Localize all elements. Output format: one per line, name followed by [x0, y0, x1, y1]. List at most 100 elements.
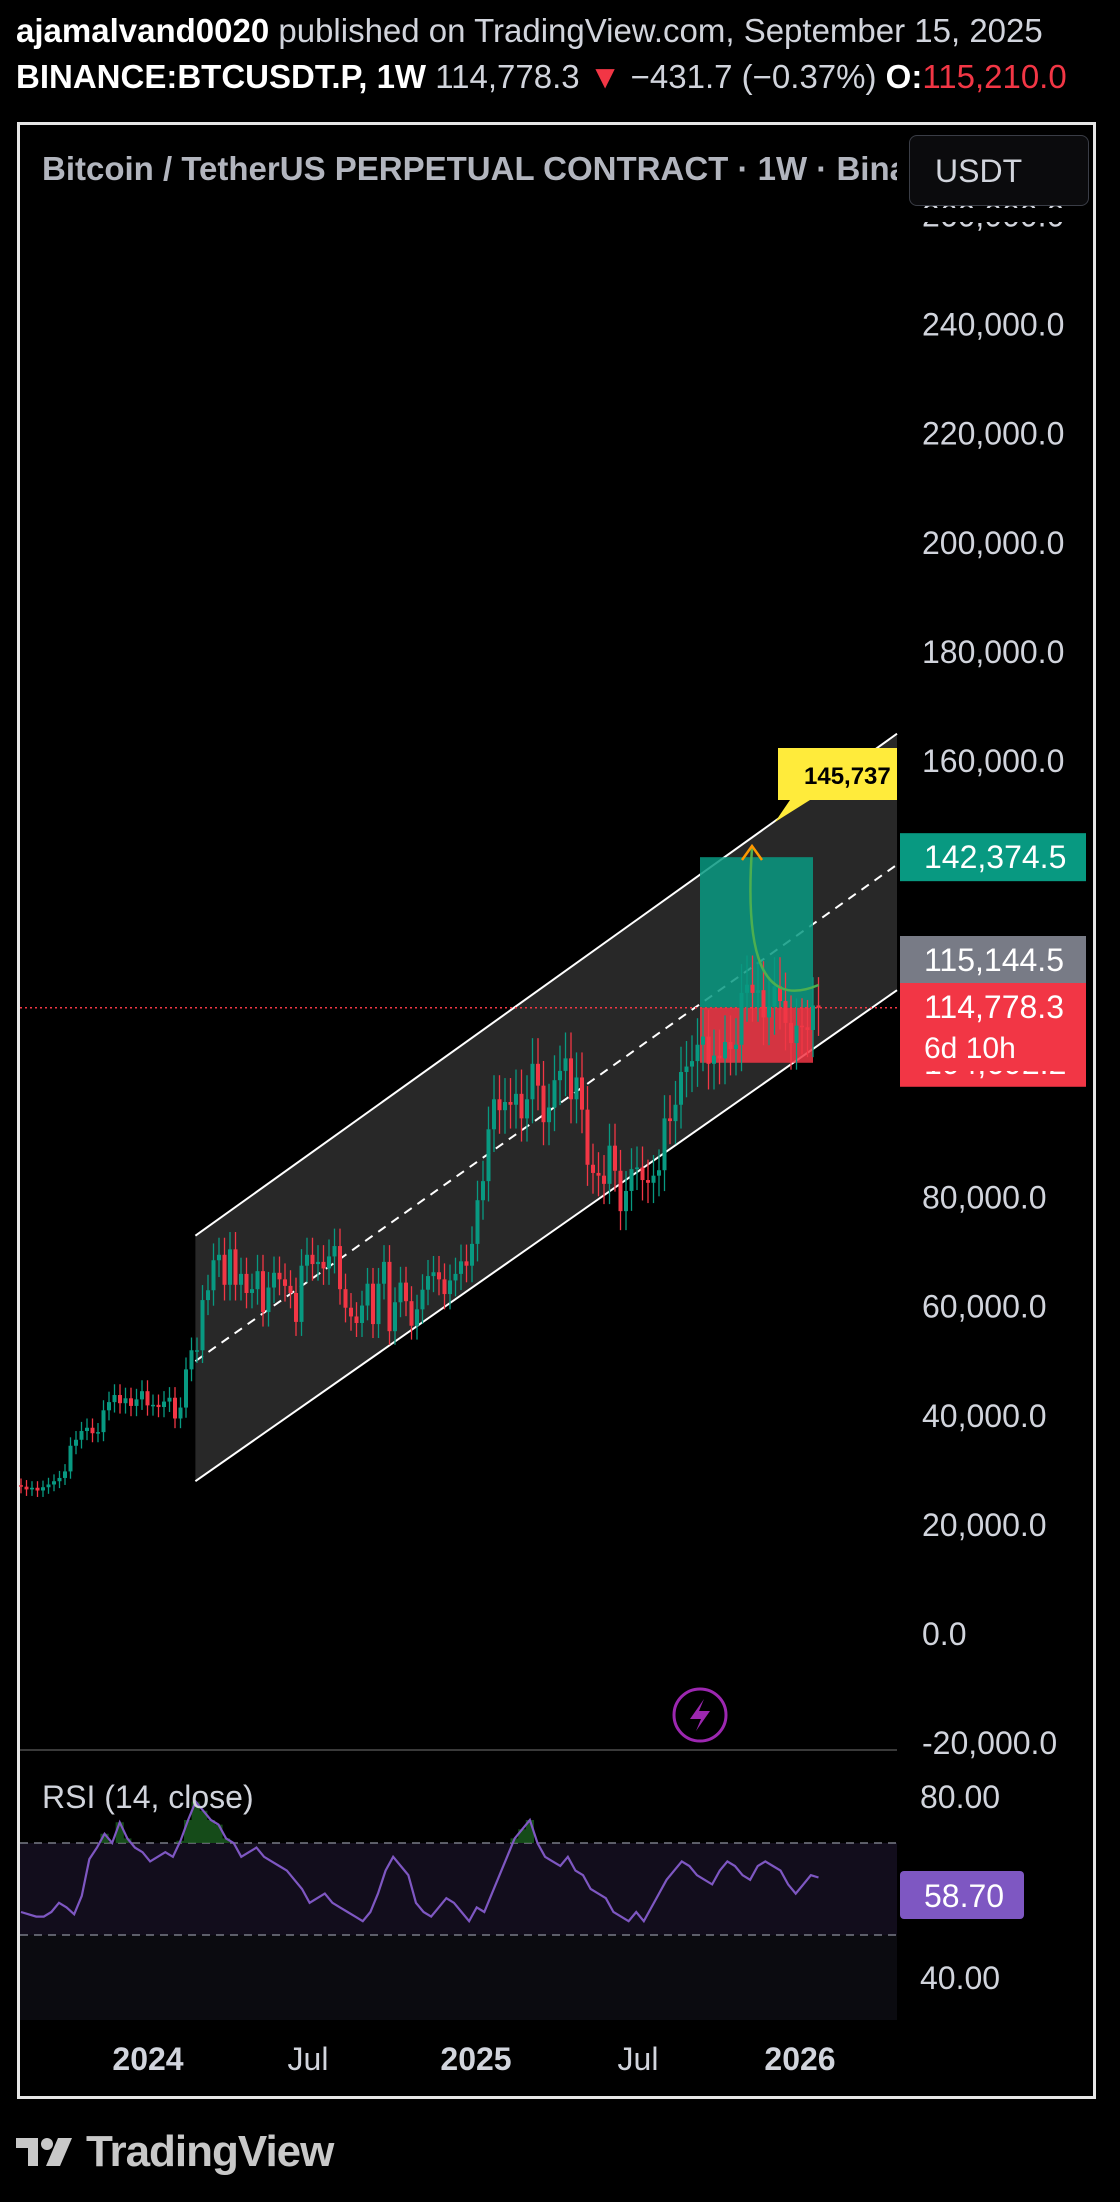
candle-body[interactable]	[338, 1246, 342, 1290]
candle-body[interactable]	[580, 1077, 584, 1110]
candle-body[interactable]	[96, 1432, 100, 1434]
candle-body[interactable]	[140, 1391, 144, 1400]
candle-body[interactable]	[415, 1309, 419, 1326]
candle-body[interactable]	[673, 1104, 678, 1122]
candle-body[interactable]	[332, 1246, 337, 1257]
candle-body[interactable]	[679, 1072, 683, 1105]
candle-body[interactable]	[277, 1272, 282, 1280]
candle-body[interactable]	[145, 1391, 150, 1406]
lightning-icon[interactable]	[672, 1687, 728, 1743]
candle-body[interactable]	[723, 1041, 727, 1059]
candle-body[interactable]	[591, 1164, 595, 1173]
candle-body[interactable]	[717, 1055, 722, 1059]
candle-body[interactable]	[52, 1481, 56, 1485]
candle-body[interactable]	[371, 1283, 375, 1325]
candle-body[interactable]	[657, 1170, 661, 1176]
candle-body[interactable]	[74, 1439, 78, 1446]
candle-body[interactable]	[662, 1118, 667, 1171]
candle-body[interactable]	[200, 1300, 205, 1351]
candle-body[interactable]	[316, 1261, 320, 1265]
candle-body[interactable]	[624, 1190, 628, 1212]
candle-body[interactable]	[745, 984, 749, 993]
candle-body[interactable]	[530, 1063, 535, 1100]
candle-body[interactable]	[525, 1099, 529, 1119]
candle-body[interactable]	[305, 1254, 309, 1266]
candle-body[interactable]	[261, 1271, 265, 1313]
candle-body[interactable]	[431, 1272, 436, 1277]
candle-body[interactable]	[244, 1273, 249, 1293]
candle-body[interactable]	[607, 1145, 612, 1184]
candle-body[interactable]	[272, 1272, 276, 1288]
candle-body[interactable]	[167, 1397, 172, 1402]
candle-body[interactable]	[206, 1290, 210, 1301]
candle-body[interactable]	[618, 1170, 623, 1212]
candle-body[interactable]	[684, 1066, 689, 1073]
candle-body[interactable]	[365, 1283, 370, 1306]
candle-body[interactable]	[470, 1243, 474, 1266]
candle-body[interactable]	[294, 1292, 298, 1322]
candle-body[interactable]	[222, 1254, 227, 1285]
candle-body[interactable]	[233, 1249, 238, 1285]
candle-body[interactable]	[778, 986, 782, 1002]
candle-body[interactable]	[255, 1271, 260, 1290]
candle-body[interactable]	[794, 1025, 799, 1044]
candle-body[interactable]	[761, 990, 766, 1018]
candle-body[interactable]	[640, 1167, 645, 1181]
candle-body[interactable]	[816, 1005, 821, 1008]
candle-body[interactable]	[107, 1402, 111, 1411]
candle-body[interactable]	[360, 1305, 364, 1323]
candle-body[interactable]	[35, 1487, 40, 1491]
author-name[interactable]: ajamalvand0020	[16, 12, 270, 49]
candle-body[interactable]	[613, 1145, 617, 1171]
candle-body[interactable]	[19, 1485, 23, 1487]
candle-body[interactable]	[695, 1044, 700, 1062]
candle-body[interactable]	[349, 1307, 353, 1317]
candle-body[interactable]	[404, 1282, 408, 1302]
candle-body[interactable]	[426, 1276, 430, 1290]
candle-body[interactable]	[211, 1260, 216, 1291]
candle-body[interactable]	[123, 1398, 128, 1404]
candle-body[interactable]	[789, 1022, 793, 1044]
candle-body[interactable]	[41, 1487, 45, 1491]
candle-body[interactable]	[398, 1282, 403, 1303]
candle-body[interactable]	[129, 1398, 133, 1406]
target-callout[interactable]	[775, 748, 897, 822]
candle-body[interactable]	[756, 990, 760, 993]
candle-body[interactable]	[85, 1427, 89, 1432]
projection-path[interactable]	[749, 847, 819, 992]
candle-body[interactable]	[387, 1261, 392, 1332]
candle-body[interactable]	[481, 1181, 485, 1201]
candle-body[interactable]	[635, 1167, 639, 1170]
candle-body[interactable]	[629, 1169, 634, 1191]
candle-body[interactable]	[651, 1175, 656, 1183]
candle-body[interactable]	[228, 1249, 232, 1285]
candle-body[interactable]	[519, 1093, 524, 1119]
candle-body[interactable]	[90, 1427, 95, 1434]
candle-body[interactable]	[266, 1287, 271, 1313]
candle-body[interactable]	[46, 1484, 51, 1488]
candle-body[interactable]	[646, 1180, 650, 1183]
candle-body[interactable]	[596, 1172, 601, 1176]
candle-body[interactable]	[750, 984, 755, 993]
candle-body[interactable]	[508, 1102, 513, 1105]
candle-body[interactable]	[79, 1431, 84, 1440]
candle-body[interactable]	[783, 1001, 788, 1023]
candle-body[interactable]	[558, 1070, 562, 1081]
candle-body[interactable]	[569, 1058, 573, 1100]
candle-body[interactable]	[24, 1486, 29, 1490]
candle-body[interactable]	[250, 1289, 254, 1293]
tradingview-logo[interactable]: TradingView	[16, 2127, 334, 2177]
candle-body[interactable]	[184, 1369, 188, 1408]
candle-body[interactable]	[156, 1404, 161, 1408]
candle-body[interactable]	[800, 1025, 804, 1028]
candle-body[interactable]	[503, 1102, 507, 1111]
candle-body[interactable]	[547, 1107, 551, 1123]
candle-body[interactable]	[668, 1118, 672, 1122]
candle-body[interactable]	[63, 1471, 67, 1478]
candle-body[interactable]	[327, 1256, 331, 1269]
candle-body[interactable]	[299, 1265, 304, 1322]
candle-body[interactable]	[288, 1285, 293, 1293]
take-profit-zone[interactable]	[700, 857, 813, 1008]
candle-body[interactable]	[30, 1487, 34, 1490]
